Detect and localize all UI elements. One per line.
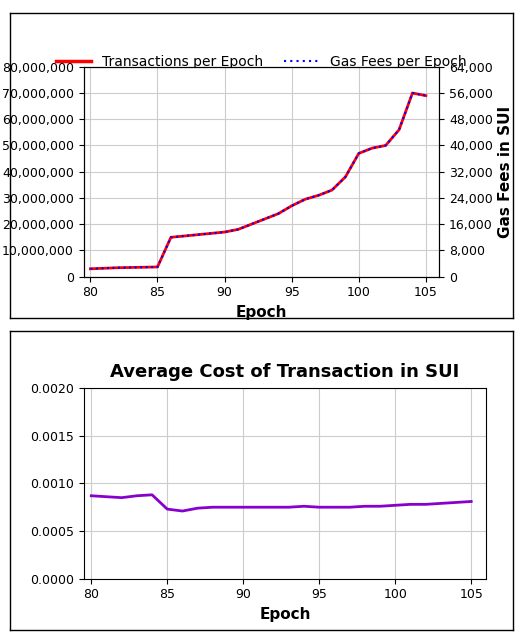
Transactions per Epoch — [315, 191, 322, 199]
Gas Fees per Epoch — [181, 232, 187, 240]
Transactions per Epoch — [382, 142, 389, 149]
Transactions per Epoch — [208, 230, 214, 237]
Gas Fees per Epoch — [410, 89, 416, 97]
Transactions per Epoch — [235, 226, 241, 233]
Line: Transactions per Epoch: Transactions per Epoch — [90, 93, 426, 269]
Transactions per Epoch — [369, 144, 376, 152]
Transactions per Epoch — [396, 126, 402, 134]
Transactions per Epoch — [128, 264, 134, 272]
Transactions per Epoch — [87, 265, 94, 273]
Gas Fees per Epoch — [221, 228, 228, 236]
Transactions per Epoch — [289, 202, 295, 210]
Transactions per Epoch — [302, 195, 308, 203]
Transactions per Epoch — [342, 173, 348, 181]
Legend: Transactions per Epoch, Gas Fees per Epoch: Transactions per Epoch, Gas Fees per Epo… — [51, 50, 472, 74]
Gas Fees per Epoch — [315, 191, 322, 199]
Gas Fees per Epoch — [356, 149, 362, 157]
Gas Fees per Epoch — [382, 142, 389, 149]
Gas Fees per Epoch — [369, 144, 376, 152]
Gas Fees per Epoch — [262, 215, 268, 223]
Transactions per Epoch — [262, 215, 268, 223]
Transactions per Epoch — [356, 149, 362, 157]
Gas Fees per Epoch — [342, 173, 348, 181]
Transactions per Epoch — [114, 264, 120, 272]
Gas Fees per Epoch — [141, 263, 147, 271]
Gas Fees per Epoch — [289, 202, 295, 210]
Title: Average Cost of Transaction in SUI: Average Cost of Transaction in SUI — [110, 363, 460, 381]
Gas Fees per Epoch — [154, 263, 161, 271]
Y-axis label: Gas Fees in SUI: Gas Fees in SUI — [498, 106, 514, 238]
Transactions per Epoch — [154, 263, 161, 271]
Transactions per Epoch — [195, 231, 201, 238]
Gas Fees per Epoch — [100, 265, 107, 272]
Transactions per Epoch — [168, 233, 174, 241]
Transactions per Epoch — [423, 92, 429, 99]
Gas Fees per Epoch — [195, 231, 201, 238]
Gas Fees per Epoch — [128, 264, 134, 272]
Gas Fees per Epoch — [329, 186, 335, 194]
Gas Fees per Epoch — [235, 226, 241, 233]
X-axis label: Epoch: Epoch — [259, 607, 311, 622]
Transactions per Epoch — [181, 232, 187, 240]
Gas Fees per Epoch — [87, 265, 94, 273]
Gas Fees per Epoch — [168, 233, 174, 241]
Gas Fees per Epoch — [396, 126, 402, 134]
Gas Fees per Epoch — [275, 210, 281, 218]
Transactions per Epoch — [141, 263, 147, 271]
Transactions per Epoch — [221, 228, 228, 236]
Gas Fees per Epoch — [423, 92, 429, 99]
Transactions per Epoch — [248, 220, 255, 228]
Transactions per Epoch — [329, 186, 335, 194]
Transactions per Epoch — [100, 265, 107, 272]
Gas Fees per Epoch — [208, 230, 214, 237]
Transactions per Epoch — [275, 210, 281, 218]
Gas Fees per Epoch — [302, 195, 308, 203]
X-axis label: Epoch: Epoch — [236, 305, 287, 320]
Gas Fees per Epoch — [114, 264, 120, 272]
Transactions per Epoch — [410, 89, 416, 97]
Line: Gas Fees per Epoch: Gas Fees per Epoch — [90, 93, 426, 269]
Gas Fees per Epoch — [248, 220, 255, 228]
